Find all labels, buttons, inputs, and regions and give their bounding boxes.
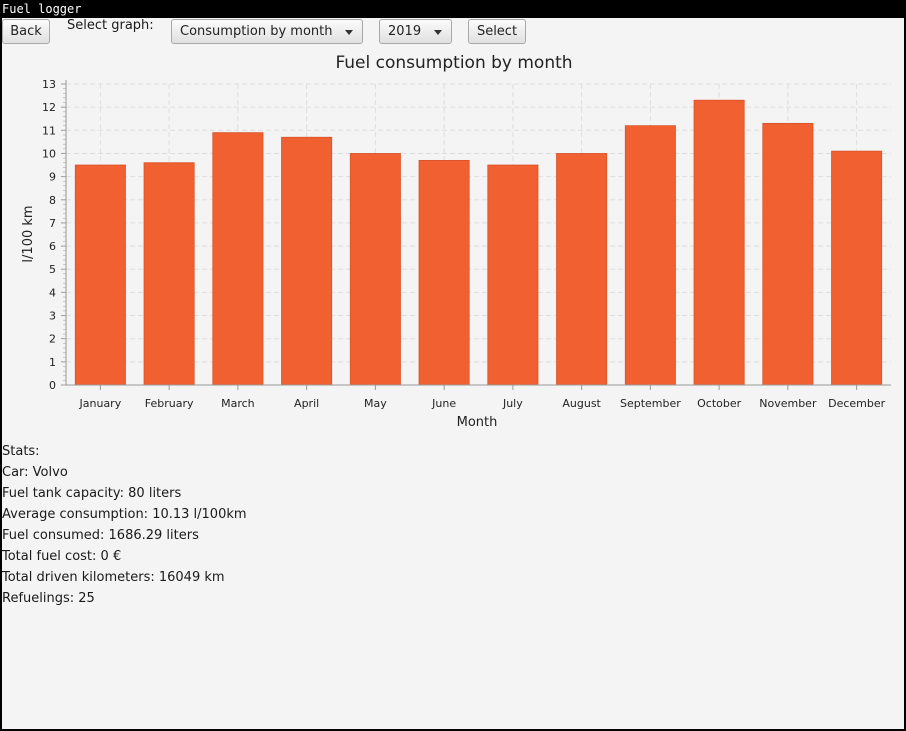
back-button[interactable]: Back	[2, 19, 50, 44]
stat-car: Car: Volvo	[2, 465, 68, 480]
bar-september	[624, 125, 676, 386]
year-value: 2019	[388, 24, 422, 39]
select-button[interactable]: Select	[468, 19, 526, 44]
bar-december	[831, 150, 883, 386]
graph-type-dropdown[interactable]: Consumption by month	[171, 19, 363, 44]
x-tick-label: September	[620, 397, 681, 410]
y-tick-label: 8	[49, 194, 56, 207]
bar-august	[556, 153, 608, 386]
y-tick-label: 13	[42, 78, 56, 91]
x-tick-label: July	[502, 397, 523, 410]
bar-april	[281, 136, 333, 386]
y-tick-label: 6	[49, 240, 56, 253]
bar-february	[143, 162, 195, 386]
x-tick-label: April	[294, 397, 319, 410]
x-tick-label: February	[145, 397, 194, 410]
x-tick-label: May	[364, 397, 387, 410]
stat-total-cost: Total fuel cost: 0 €	[2, 549, 122, 564]
bar-may	[349, 153, 401, 386]
bar-march	[212, 132, 264, 386]
x-tick-label: November	[759, 397, 817, 410]
y-tick-label: 3	[49, 310, 56, 323]
x-tick-label: March	[221, 397, 255, 410]
y-tick-label: 1	[49, 356, 56, 369]
bar-january	[74, 164, 126, 386]
y-tick-label: 9	[49, 171, 56, 184]
x-tick-label: December	[828, 397, 886, 410]
stat-average-consumption: Average consumption: 10.13 l/100km	[2, 507, 247, 522]
stats-heading: Stats:	[2, 444, 40, 459]
y-axis-label: l/100 km	[21, 205, 36, 262]
stats-panel: Stats: Car: Volvo Fuel tank capacity: 80…	[2, 443, 247, 611]
y-tick-label: 2	[49, 333, 56, 346]
y-tick-label: 0	[49, 379, 56, 392]
consumption-chart: Fuel consumption by month l/100 km Month…	[21, 53, 891, 430]
x-tick-label: January	[79, 397, 122, 410]
stat-total-km: Total driven kilometers: 16049 km	[2, 570, 225, 585]
bar-november	[762, 122, 814, 386]
y-tick-label: 5	[49, 263, 56, 276]
x-tick-label: August	[562, 397, 601, 410]
graph-type-value: Consumption by month	[180, 24, 333, 39]
stat-tank-capacity: Fuel tank capacity: 80 liters	[2, 486, 182, 501]
chevron-down-icon	[345, 30, 353, 35]
stat-fuel-consumed: Fuel consumed: 1686.29 liters	[2, 528, 199, 543]
y-tick-label: 12	[42, 101, 56, 114]
y-tick-label: 11	[42, 124, 56, 137]
select-graph-label: Select graph:	[67, 18, 154, 33]
y-tick-label: 7	[49, 217, 56, 230]
year-dropdown[interactable]: 2019	[379, 19, 452, 44]
x-axis-label: Month	[457, 415, 498, 430]
app-window	[0, 18, 906, 731]
window-title: Fuel logger	[0, 0, 906, 18]
bar-october	[693, 99, 745, 386]
chart-title: Fuel consumption by month	[335, 53, 572, 73]
y-tick-label: 4	[49, 286, 56, 299]
chevron-down-icon	[434, 30, 442, 35]
x-tick-label: October	[697, 397, 741, 410]
y-tick-label: 10	[42, 147, 56, 160]
bar-june	[418, 160, 470, 386]
x-tick-label: June	[431, 397, 456, 410]
stat-refuelings: Refuelings: 25	[2, 591, 95, 606]
bar-july	[487, 164, 539, 386]
